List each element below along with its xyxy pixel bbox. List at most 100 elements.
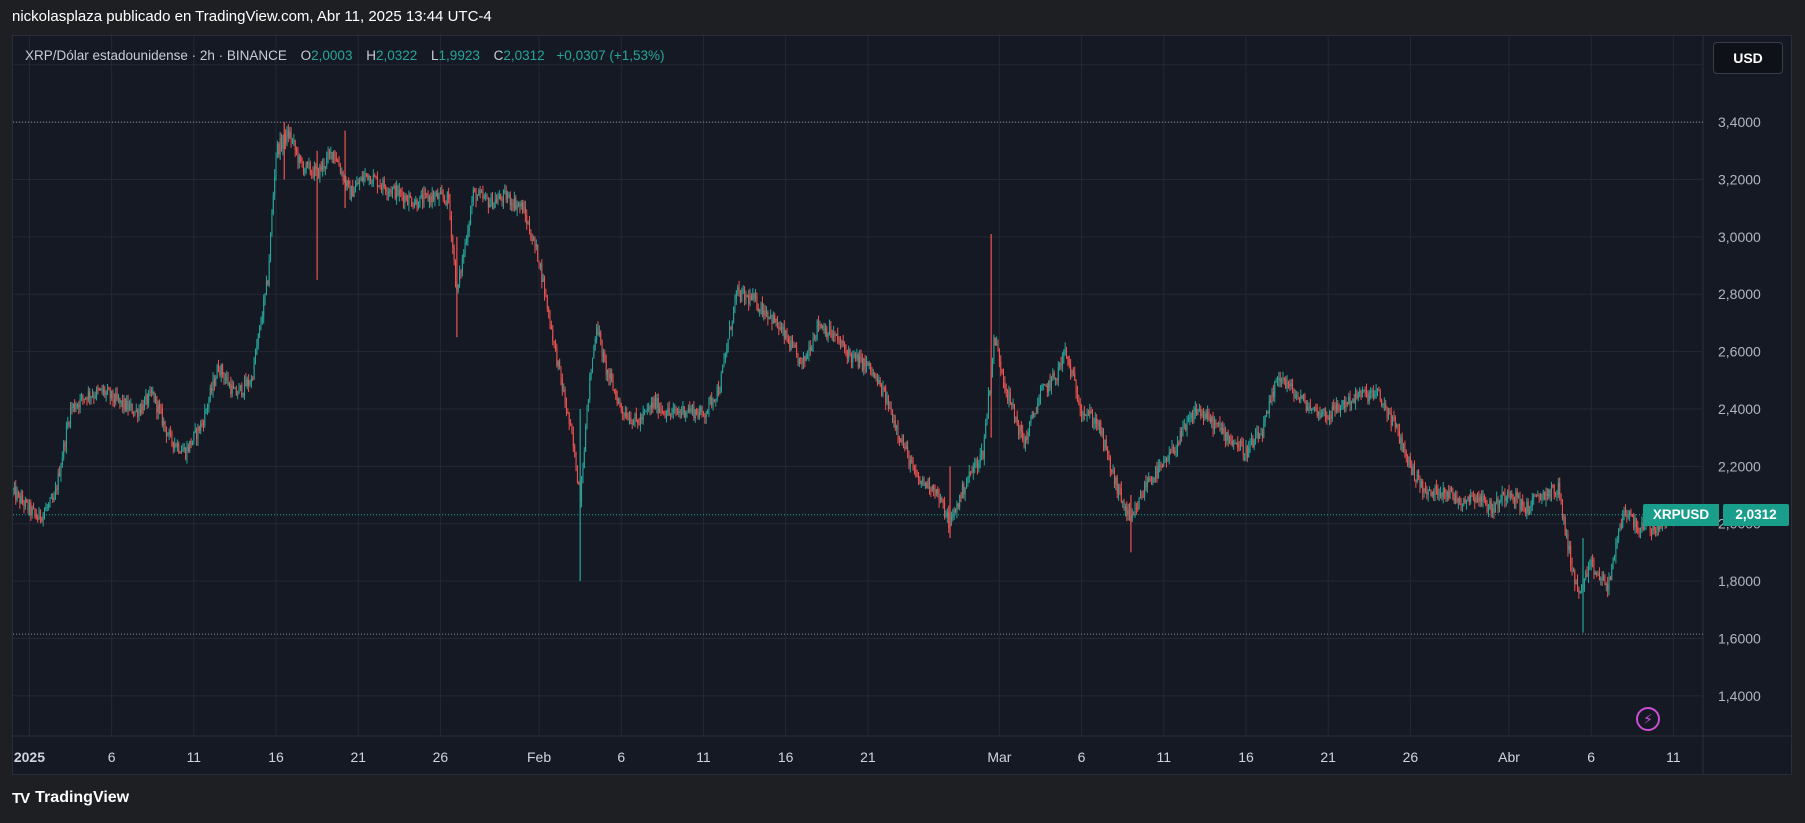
candle-body <box>781 327 783 330</box>
chart-panel[interactable]: 1,40001,60001,80002,00002,20002,40002,60… <box>12 35 1792 775</box>
candle-body <box>1634 518 1636 528</box>
candle-body <box>1026 437 1028 440</box>
candle-body <box>1360 391 1362 398</box>
candle-body <box>276 144 278 154</box>
candle-body <box>1175 450 1177 453</box>
candle-body <box>367 173 369 181</box>
candle-body <box>918 475 920 481</box>
candle-body <box>334 150 336 159</box>
candle-body <box>322 162 324 170</box>
candle-body <box>1112 470 1114 472</box>
candle-body <box>42 513 44 521</box>
candle-body <box>201 423 203 425</box>
candle-body <box>1435 486 1437 490</box>
candle-body <box>253 358 255 379</box>
candle-body <box>909 459 911 467</box>
candle-body <box>353 191 355 197</box>
candle-body <box>505 190 507 200</box>
candle-body <box>924 482 926 486</box>
candle-body <box>1450 488 1452 492</box>
price-chart[interactable]: 1,40001,60001,80002,00002,20002,40002,60… <box>13 36 1792 775</box>
candle-body <box>381 186 383 189</box>
tradingview-brand[interactable]: TV TradingView <box>12 789 129 807</box>
candle-body <box>1607 583 1609 591</box>
candle-body <box>1485 499 1487 505</box>
candle-body <box>1319 411 1321 419</box>
candle-body <box>1627 515 1629 517</box>
candle-body <box>730 327 732 330</box>
candle-body <box>1171 446 1173 453</box>
candle-body <box>1164 459 1166 461</box>
symbol-description: XRP/Dólar estadounidense · 2h · BINANCE <box>25 48 287 63</box>
candle-body <box>568 412 570 424</box>
candle-body <box>186 446 188 459</box>
candle-body <box>1467 496 1469 501</box>
candle-body <box>1298 398 1300 400</box>
candle-body <box>1400 437 1402 444</box>
candle-body <box>175 443 177 448</box>
candle-body <box>637 419 639 424</box>
candle-body <box>1142 496 1144 498</box>
candle-body <box>1035 413 1037 415</box>
candle-body <box>872 372 874 375</box>
candle-body <box>1466 500 1468 503</box>
candle-body <box>939 497 941 501</box>
candle-body <box>856 354 858 359</box>
candle-body <box>1070 364 1072 377</box>
candle-body <box>970 471 972 473</box>
candle-body <box>923 478 925 486</box>
candle-body <box>1186 421 1188 430</box>
candle-body <box>798 357 800 364</box>
candle-body <box>138 408 140 417</box>
candle-body <box>528 222 530 233</box>
candle-body <box>472 189 474 202</box>
x-tick-label: 11 <box>187 749 202 765</box>
candle-body <box>363 176 365 181</box>
candle-body <box>1508 491 1510 495</box>
candle-body <box>1533 495 1535 499</box>
candle-body <box>1483 495 1485 500</box>
candle-body <box>31 507 33 515</box>
candle-body <box>153 391 155 402</box>
candle-body <box>1408 457 1410 466</box>
candle-body <box>1540 497 1542 499</box>
candle-body <box>1548 489 1550 496</box>
x-tick-label: 26 <box>433 749 449 765</box>
candle-body <box>1475 496 1477 503</box>
candle-body <box>1311 409 1313 411</box>
candle-body <box>465 241 467 243</box>
candle-body <box>1378 390 1380 392</box>
candle-body <box>935 489 937 496</box>
candle-body <box>638 423 640 426</box>
open-value: 2,0003 <box>311 48 353 63</box>
candle-body <box>537 244 539 262</box>
candle-body <box>1470 495 1472 503</box>
candle-body <box>765 312 767 316</box>
candle-body <box>146 394 148 405</box>
candle-body <box>727 338 729 350</box>
candle-body <box>1560 494 1562 501</box>
candle-body <box>1181 430 1183 437</box>
candle-body <box>37 517 39 520</box>
candle-body <box>575 451 577 471</box>
candle-body <box>13 486 15 490</box>
candle-body <box>65 427 67 447</box>
candle-body <box>1000 361 1002 370</box>
candle-body <box>1429 489 1431 491</box>
candle-body <box>735 290 737 300</box>
lightning-bolt-icon[interactable]: ⚡ <box>1636 707 1660 731</box>
candle-body <box>1213 422 1215 431</box>
candle-body <box>64 442 66 447</box>
candle-body <box>819 324 821 326</box>
candle-body <box>911 459 913 461</box>
candle-body <box>1385 404 1387 408</box>
candle-body <box>1215 422 1217 424</box>
candle-body <box>54 488 56 497</box>
candle-body <box>491 195 493 209</box>
candle-body <box>1105 440 1107 451</box>
candle-body <box>831 336 833 338</box>
candle-body <box>1575 581 1577 585</box>
candle-body <box>1659 523 1661 530</box>
currency-button[interactable]: USD <box>1713 42 1783 74</box>
candle-body <box>741 290 743 302</box>
